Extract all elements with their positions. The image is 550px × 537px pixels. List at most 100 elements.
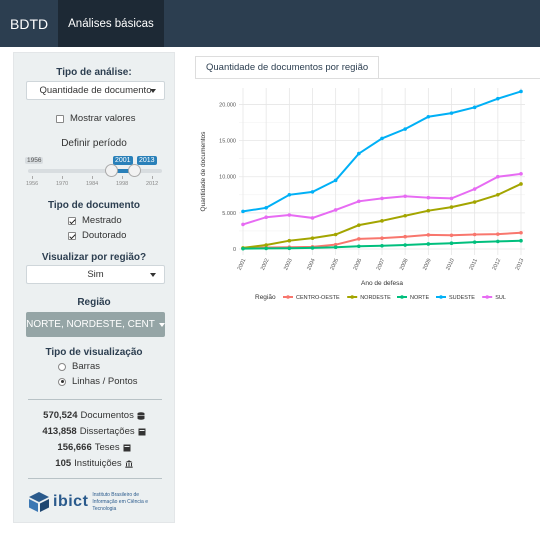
doc-type-label: Tipo de documento (47, 200, 141, 211)
analysis-type-label: Tipo de análise: (56, 67, 132, 78)
region-label: Região (77, 297, 111, 308)
tab-underline (195, 78, 540, 79)
data-point (357, 244, 361, 249)
slider-tick-mark (92, 176, 93, 179)
doc-type-doutorado-row[interactable]: Doutorado (68, 230, 126, 241)
show-values-checkbox[interactable] (56, 114, 64, 123)
tab-quantidade-documentos[interactable]: Quantidade de documentos por região (195, 56, 380, 78)
legend-key-point (400, 295, 404, 299)
data-point (241, 209, 245, 214)
period-slider-from: 2001 (113, 156, 133, 165)
data-point (449, 233, 454, 238)
book-icon (138, 428, 146, 435)
tab-analises-basicas[interactable]: Análises básicas (58, 0, 164, 47)
data-point (287, 238, 292, 243)
institution-icon (124, 459, 133, 468)
y-tick-label: 20.000 (219, 102, 236, 108)
period-slider-range (110, 169, 134, 173)
barras-radio[interactable] (58, 362, 66, 371)
data-point (449, 205, 454, 209)
viz-type-barras-row[interactable]: Barras (58, 361, 100, 372)
by-region-select[interactable]: Sim (26, 265, 165, 284)
ibict-logo: ibict Instituto Brasileiro de Informação… (28, 491, 154, 513)
x-tick-label: 2012 (492, 258, 503, 272)
data-point (310, 216, 315, 220)
stat-instituicoes: 105 Instituições (14, 458, 174, 469)
data-point (333, 242, 338, 247)
data-point (496, 232, 500, 236)
data-point (496, 96, 500, 101)
data-point (496, 239, 500, 244)
data-point (310, 236, 315, 240)
mestrado-checkbox[interactable] (68, 216, 76, 225)
data-point (357, 237, 361, 241)
data-point (380, 196, 384, 201)
legend-label: SUL (495, 295, 506, 301)
x-tick-label: 2003 (283, 258, 294, 272)
data-point (519, 89, 523, 94)
data-point (333, 232, 338, 237)
period-slider-handle-from[interactable] (105, 164, 118, 177)
data-point (310, 246, 315, 250)
stat-documentos-label: Documentos (80, 410, 134, 421)
doutorado-checkbox[interactable] (68, 231, 76, 240)
data-point (403, 213, 407, 218)
data-point (287, 246, 292, 251)
period-slider-track[interactable] (28, 169, 162, 173)
show-values-label: Mostrar valores (70, 113, 136, 124)
slider-tick-mark (32, 176, 33, 179)
period-label: Definir período (61, 138, 127, 149)
data-point (496, 174, 500, 179)
data-point (287, 192, 292, 197)
legend-key-point (286, 295, 290, 299)
data-point (380, 236, 384, 240)
legend-label: NORTE (410, 295, 429, 301)
data-point (241, 222, 245, 227)
period-slider-to: 2013 (137, 156, 157, 165)
show-values-checkbox-row[interactable]: Mostrar valores (56, 113, 135, 124)
stat-teses-number: 156,666 (57, 442, 92, 453)
doc-type-mestrado-row[interactable]: Mestrado (68, 215, 122, 226)
viz-type-linhas-row[interactable]: Linhas / Pontos (58, 376, 138, 387)
linhas-radio[interactable] (58, 377, 66, 386)
ibict-logo-mark-icon (29, 492, 49, 512)
data-point (333, 208, 338, 212)
caret-down-icon (150, 273, 156, 277)
x-tick-label: 2002 (260, 258, 271, 272)
data-point (426, 208, 431, 213)
stat-documentos-number: 570,524 (43, 410, 78, 421)
legend-title: Região (255, 294, 276, 301)
data-point (449, 111, 454, 115)
data-point (519, 238, 523, 243)
stat-teses: 156,666 Teses (14, 442, 174, 453)
data-point (472, 232, 477, 237)
data-point (264, 215, 268, 219)
data-point (519, 230, 523, 235)
period-slider-handle-to[interactable] (128, 164, 141, 177)
data-point (357, 199, 361, 204)
sidebar-panel: Tipo de análise: Quantidade de documento… (13, 52, 175, 523)
brand-title[interactable]: BDTD (10, 15, 49, 32)
data-point (449, 196, 454, 201)
slider-tick-mark (122, 176, 123, 179)
data-point (264, 246, 268, 251)
x-tick-label: 2010 (445, 258, 456, 272)
analysis-type-select[interactable]: Quantidade de documento (26, 81, 165, 100)
stat-dissertacoes-number: 413,858 (42, 426, 77, 437)
slider-tick-mark (62, 176, 63, 179)
stat-teses-label: Teses (94, 442, 120, 453)
data-point (426, 195, 431, 200)
divider (28, 478, 162, 479)
ibict-logo-subtext: Instituto Brasileiro de Informação em Ci… (92, 491, 148, 512)
book-icon (123, 444, 131, 451)
by-region-value: Sim (87, 269, 104, 280)
region-multiselect-button[interactable]: NORTE, NORDESTE, CENT (26, 312, 165, 337)
data-point (310, 190, 315, 194)
data-point (426, 114, 431, 119)
slider-tick-label: 1984 (86, 181, 99, 187)
mestrado-label: Mestrado (82, 215, 122, 226)
data-point (449, 241, 454, 246)
x-tick-label: 2009 (422, 258, 433, 272)
stat-documentos: 570,524 Documentos (14, 410, 174, 421)
data-point (357, 151, 361, 156)
